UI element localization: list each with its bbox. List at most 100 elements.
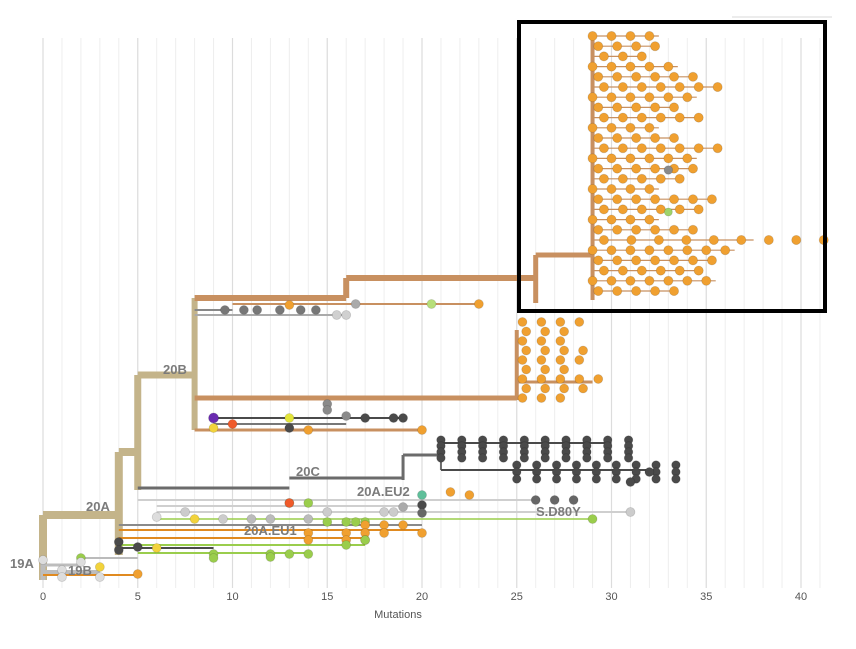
tip-node	[536, 355, 547, 365]
tip-node	[598, 143, 609, 154]
tip-node	[587, 514, 598, 524]
tip-node	[669, 255, 680, 266]
x-axis: Mutations 0 5 10 15 20 25 30 35 40	[40, 591, 807, 621]
tip-node	[341, 310, 352, 320]
tip-node	[464, 490, 475, 500]
tip-node	[623, 453, 634, 463]
tip-node	[625, 477, 636, 487]
tip-node	[598, 51, 609, 62]
tip-node	[303, 549, 314, 559]
tip-node	[712, 82, 723, 93]
tip-node	[555, 355, 566, 365]
tip-node	[517, 355, 528, 365]
tip-node	[587, 30, 598, 41]
tip-node	[555, 336, 566, 346]
tip-node	[671, 474, 681, 484]
tip-node	[536, 317, 547, 327]
tip-node	[617, 112, 628, 123]
tip-node	[663, 207, 673, 217]
tip-node	[582, 453, 592, 463]
tip-node	[540, 326, 551, 337]
tip-node	[593, 255, 604, 266]
tip-node	[612, 71, 623, 82]
tip-node	[682, 153, 693, 164]
tip-node	[653, 234, 664, 245]
tip-node	[265, 514, 276, 524]
tip-node	[417, 425, 427, 435]
tip-node	[650, 71, 661, 82]
tip-node	[644, 61, 655, 72]
tip-node	[593, 194, 604, 205]
tip-node	[417, 528, 427, 538]
tip-node	[477, 453, 488, 463]
tip-node	[626, 234, 637, 245]
tip-node	[593, 163, 604, 174]
tip-node	[238, 305, 249, 315]
tip-node	[598, 173, 609, 184]
tip-node	[426, 299, 437, 309]
tip-node	[644, 92, 655, 103]
tip-node	[398, 413, 408, 423]
tip-node	[38, 555, 48, 565]
tip-node	[598, 204, 609, 215]
tip-node	[625, 122, 636, 133]
tip-node	[220, 305, 230, 315]
tip-node	[612, 255, 623, 266]
tip-node	[208, 423, 219, 433]
tip-node	[76, 557, 86, 567]
tip-node	[591, 474, 602, 484]
tip-node	[631, 194, 642, 205]
tip-node	[521, 326, 532, 337]
tip-node	[644, 275, 655, 286]
clade-label-20a-eu2: 20A.EU2	[357, 484, 410, 499]
tip-node	[284, 413, 295, 423]
tip-node	[322, 507, 333, 517]
tip-node	[655, 82, 666, 93]
tip-node	[498, 453, 509, 463]
tip-node	[625, 214, 636, 225]
tip-node	[674, 82, 685, 93]
tip-node	[598, 265, 609, 276]
tip-node	[636, 51, 647, 62]
tip-node	[644, 153, 655, 164]
tip-node	[593, 132, 604, 143]
tip-node	[598, 112, 609, 123]
tip-node	[555, 374, 566, 384]
tip-node	[617, 265, 628, 276]
tip-node	[706, 255, 717, 266]
tip-node	[644, 122, 655, 133]
tip-node	[636, 265, 647, 276]
tip-node	[536, 374, 547, 384]
x-tick-label: 0	[40, 591, 46, 603]
tip-node	[521, 364, 532, 375]
tip-node	[625, 245, 636, 256]
tip-node	[322, 405, 333, 415]
tip-node	[151, 543, 162, 553]
tip-node	[94, 562, 105, 572]
tip-node	[669, 132, 680, 143]
tip-node	[574, 374, 585, 384]
tip-node	[398, 502, 408, 512]
tip-node	[519, 453, 530, 463]
tip-node	[669, 71, 680, 82]
tip-node	[132, 542, 143, 552]
tip-node	[322, 517, 333, 527]
tip-node	[593, 285, 604, 296]
tip-node	[559, 345, 570, 356]
clade-label-s-d80y: S.D80Y	[536, 504, 581, 519]
tip-node	[636, 82, 647, 93]
tip-node	[530, 495, 541, 505]
tip-node	[644, 214, 655, 225]
tip-node	[208, 553, 219, 563]
tip-node	[517, 336, 528, 346]
tip-node	[603, 453, 613, 463]
tip-node	[531, 474, 542, 484]
tip-node	[655, 143, 666, 154]
tip-node	[655, 265, 666, 276]
tip-node	[701, 275, 712, 286]
tip-node	[617, 173, 628, 184]
tip-node	[687, 224, 698, 235]
tip-node	[612, 163, 623, 174]
tip-node	[587, 92, 598, 103]
tip-node	[631, 255, 642, 266]
